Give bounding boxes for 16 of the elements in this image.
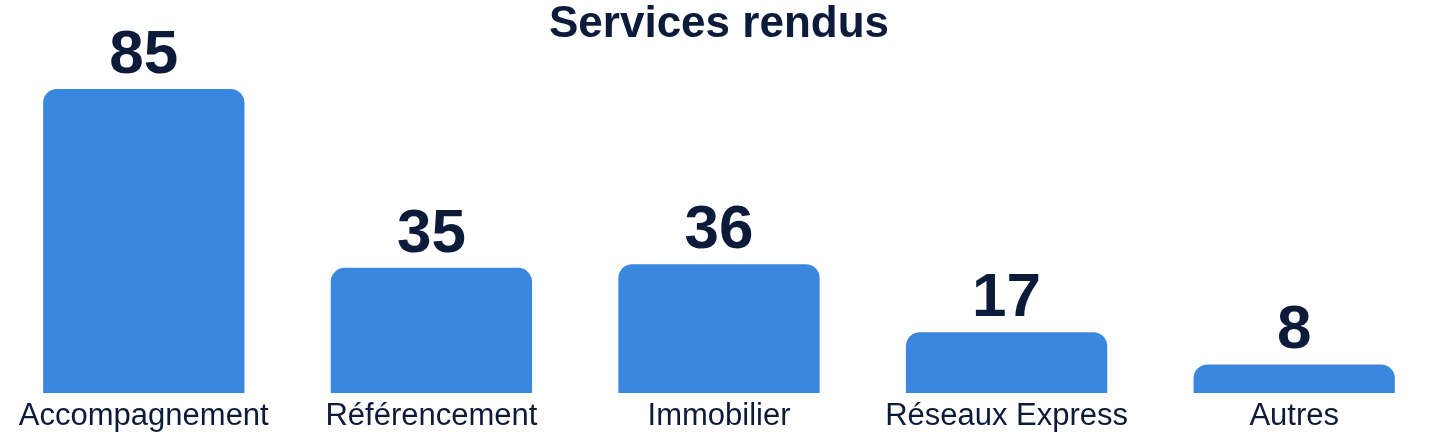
x-tick-label: Réseaux Express bbox=[885, 397, 1129, 432]
bar bbox=[43, 88, 245, 393]
x-tick-label: Autres bbox=[1249, 397, 1339, 432]
bar bbox=[618, 264, 820, 393]
x-tick-label: Immobilier bbox=[647, 397, 791, 432]
data-label: 17 bbox=[972, 260, 1042, 330]
bar bbox=[330, 267, 533, 393]
data-label: 35 bbox=[396, 195, 466, 265]
x-tick-label: Accompagnement bbox=[18, 397, 270, 432]
data-label: 36 bbox=[684, 192, 754, 262]
bar bbox=[1193, 364, 1395, 393]
data-label: 85 bbox=[109, 16, 179, 86]
bar bbox=[905, 332, 1108, 393]
chart-title: Services rendus bbox=[549, 0, 889, 47]
data-label: 8 bbox=[1276, 292, 1312, 362]
x-tick-label: Référencement bbox=[325, 397, 538, 432]
